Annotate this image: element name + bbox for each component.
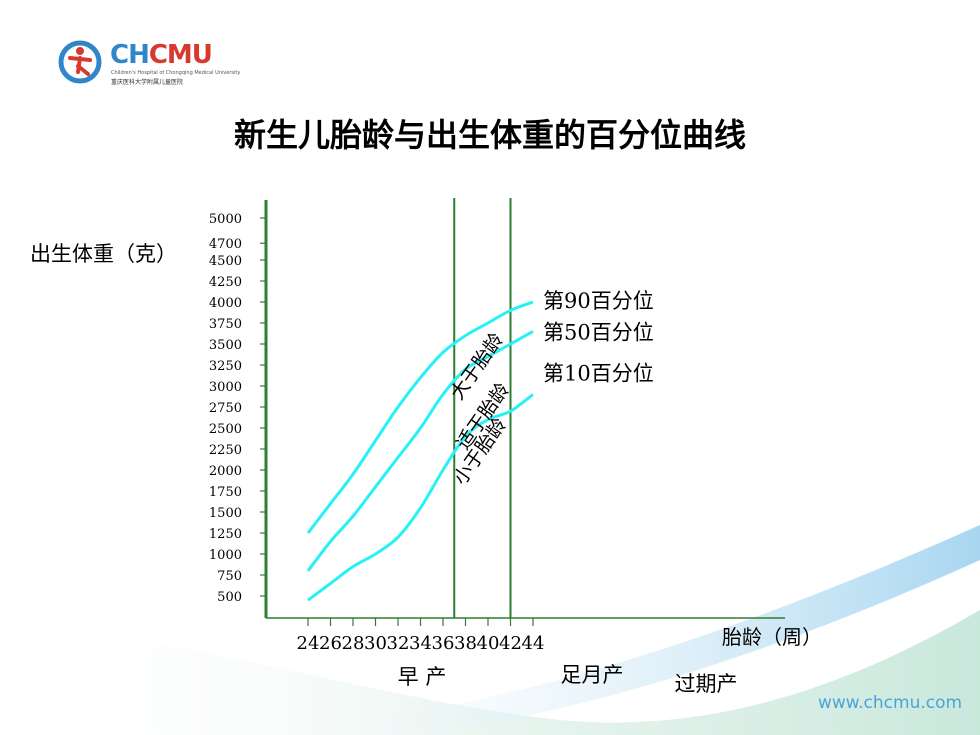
- series-label: 第90百分位: [543, 289, 654, 313]
- x-tick-label: 42: [499, 633, 522, 654]
- y-tick-label: 2000: [209, 464, 242, 479]
- percentile-curve: [306, 300, 534, 534]
- x-tick-label: 40: [477, 633, 500, 654]
- x-tick-label: 30: [364, 633, 387, 654]
- logo-subtitle-en: Children's Hospital of Chongqing Medical…: [111, 70, 241, 76]
- hospital-logo: CHCMU Children's Hospital of Chongqing M…: [58, 38, 240, 88]
- logo-subtitle-cn: 重庆医科大学附属儿童医院: [111, 79, 184, 86]
- logo-mark-icon: [58, 40, 102, 84]
- x-tick-label: 24: [297, 633, 320, 654]
- logo-wordmark: CHCMU: [110, 40, 213, 70]
- x-tick-label: 44: [522, 633, 545, 654]
- y-tick-label: 3000: [209, 380, 242, 395]
- y-tick-label: 4000: [209, 296, 242, 311]
- y-tick-label: 5000: [209, 212, 242, 227]
- y-tick-label: 4700: [209, 237, 242, 252]
- y-tick-label: 4250: [209, 275, 242, 290]
- percentile-curve: [306, 330, 534, 572]
- x-tick-label: 26: [319, 633, 342, 654]
- logo-text-ch: CH: [110, 40, 150, 70]
- y-tick-label: 1750: [209, 485, 242, 500]
- y-tick-label: 2500: [209, 422, 242, 437]
- y-tick-label: 3750: [209, 317, 242, 332]
- y-tick-label: 750: [217, 569, 242, 584]
- y-tick-label: 2750: [209, 401, 242, 416]
- y-axis-title: 出生体重（克）: [30, 242, 177, 266]
- x-tick-label: 32: [387, 633, 410, 654]
- y-tick-label: 1000: [209, 548, 242, 563]
- page-title: 新生儿胎龄与出生体重的百分位曲线: [233, 116, 746, 154]
- y-tick-label: 2250: [209, 443, 242, 458]
- series-label: 第50百分位: [543, 320, 654, 344]
- x-axis-title: 胎龄（周）: [722, 625, 822, 649]
- y-tick-label: 4500: [209, 254, 242, 269]
- series-label: 第10百分位: [543, 361, 654, 385]
- x-tick-label: 36: [432, 633, 455, 654]
- y-tick-label: 3250: [209, 359, 242, 374]
- period-label: 足月产: [561, 663, 624, 687]
- y-tick-label: 1500: [209, 506, 242, 521]
- y-tick-label: 1250: [209, 527, 242, 542]
- x-tick-label: 28: [342, 633, 365, 654]
- website-url[interactable]: www.chcmu.com: [818, 693, 963, 713]
- x-tick-label: 38: [454, 633, 477, 654]
- period-label: 早 产: [398, 665, 447, 689]
- y-tick-label: 3500: [209, 338, 242, 353]
- period-label: 过期产: [675, 672, 738, 696]
- percentile-curve: [307, 393, 534, 602]
- logo-text-cmu: CMU: [148, 40, 213, 70]
- y-tick-label: 500: [217, 590, 242, 605]
- x-tick-label: 34: [409, 633, 432, 654]
